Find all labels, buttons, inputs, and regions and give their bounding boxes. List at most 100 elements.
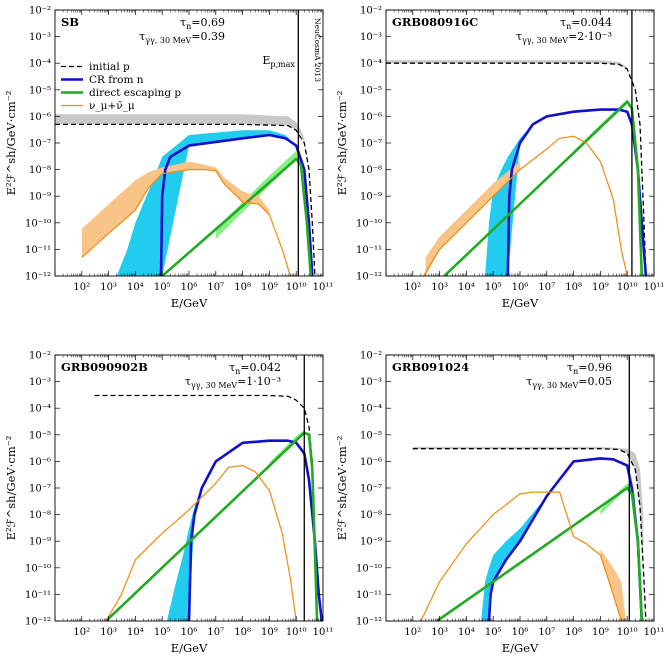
x-tick-label: 10¹⁰ xyxy=(286,627,307,638)
x-axis-label: E/GeV xyxy=(171,296,208,310)
x-tick-label: 10¹¹ xyxy=(644,627,664,638)
y-tick-label: 10⁻¹⁰ xyxy=(356,218,382,229)
x-tick-label: 10⁸ xyxy=(565,627,582,638)
plot-area xyxy=(94,355,323,621)
y-tick-label: 10⁻¹¹ xyxy=(356,245,382,256)
legend-entry-4: ν_μ+ν̄_μ xyxy=(89,100,135,112)
band-initial_band xyxy=(386,60,636,90)
plot-area xyxy=(55,10,316,276)
x-tick-label: 10⁴ xyxy=(127,282,144,293)
x-tick-label: 10⁵ xyxy=(154,627,171,638)
x-tick-label: 10¹⁰ xyxy=(286,282,307,293)
panel-title: GRB091024 xyxy=(392,360,469,374)
series-line-4 xyxy=(420,491,622,621)
y-tick-label: 10⁻³ xyxy=(360,32,382,43)
x-tick-label: 10³ xyxy=(431,627,448,638)
watermark: NeuCosmA 2013 xyxy=(313,18,322,82)
series-line-3 xyxy=(161,157,313,276)
y-tick-label: 10⁻⁹ xyxy=(29,537,51,548)
legend-entry-1: initial p xyxy=(89,61,130,73)
y-tick-label: 10⁻⁵ xyxy=(29,430,51,441)
tau-n-label: τn=0.96 xyxy=(567,361,612,376)
y-tick-label: 10⁻¹⁰ xyxy=(25,563,51,574)
series-line-2 xyxy=(159,133,314,276)
series-line-2 xyxy=(506,108,648,276)
y-tick-label: 10⁻¹¹ xyxy=(356,590,382,601)
x-tick-label: 10¹¹ xyxy=(644,282,664,293)
y-tick-label: 10⁻⁵ xyxy=(29,85,51,96)
x-tick-label: 10⁹ xyxy=(261,282,278,293)
legend-entry-2: CR from n xyxy=(89,74,144,86)
y-tick-label: 10⁻⁶ xyxy=(29,112,51,123)
y-tick-label: 10⁻⁸ xyxy=(29,165,51,176)
x-tick-label: 10¹¹ xyxy=(313,627,334,638)
x-tick-label: 10⁹ xyxy=(592,627,609,638)
x-tick-label: 10³ xyxy=(100,627,117,638)
y-tick-label: 10⁻¹⁰ xyxy=(356,563,382,574)
x-tick-label: 10⁷ xyxy=(207,282,224,293)
tau-n-label: τn=0.69 xyxy=(180,16,225,31)
plot-area xyxy=(386,10,648,276)
y-tick-label: 10⁻² xyxy=(360,351,382,362)
y-tick-label: 10⁻⁸ xyxy=(360,165,382,176)
band-initial_band xyxy=(412,446,644,568)
x-tick-label: 10⁵ xyxy=(154,282,171,293)
panel-title: SB xyxy=(61,15,79,29)
x-tick-label: 10⁵ xyxy=(485,627,502,638)
x-tick-label: 10⁸ xyxy=(565,282,582,293)
y-tick-label: 10⁻² xyxy=(360,6,382,17)
y-tick-label: 10⁻⁸ xyxy=(29,510,51,521)
y-tick-label: 10⁻² xyxy=(29,351,51,362)
panel-4: 10² 10³ 10⁴ 10⁵ 10⁶ 10⁷ 10⁸ 10⁹ 10¹⁰ 10¹¹ 10⁻¹² 10⁻… xyxy=(335,351,664,656)
x-axis-label: E/GeV xyxy=(171,641,208,655)
x-axis-label: E/GeV xyxy=(502,641,539,655)
y-tick-label: 10⁻¹² xyxy=(25,617,51,628)
series-line-3 xyxy=(443,100,644,276)
series-line-3 xyxy=(105,431,319,621)
y-tick-label: 10⁻⁹ xyxy=(360,537,382,548)
series-line-1 xyxy=(94,394,318,621)
y-tick-label: 10⁻¹² xyxy=(25,272,51,283)
x-tick-label: 10⁷ xyxy=(538,627,555,638)
band-cr_band xyxy=(116,130,297,276)
y-tick-label: 10⁻⁴ xyxy=(360,404,382,415)
y-tick-label: 10⁻⁷ xyxy=(360,139,382,150)
series-line-1 xyxy=(386,62,647,276)
y-tick-label: 10⁻⁴ xyxy=(29,404,51,415)
y-axis-label: E²ℱ^sh/GeV·cm⁻² xyxy=(335,436,349,541)
x-tick-label: 10³ xyxy=(100,282,117,293)
x-tick-label: 10⁶ xyxy=(512,627,529,638)
y-tick-label: 10⁻⁷ xyxy=(29,139,51,150)
y-tick-label: 10⁻¹² xyxy=(356,272,382,283)
y-tick-label: 10⁻¹² xyxy=(356,617,382,628)
band-neutrino_band xyxy=(81,161,270,258)
band-neutrino_band xyxy=(600,549,626,621)
y-tick-label: 10⁻¹⁰ xyxy=(25,218,51,229)
band-cr_band xyxy=(481,496,547,621)
x-tick-label: 10⁸ xyxy=(234,282,251,293)
y-tick-label: 10⁻² xyxy=(29,6,51,17)
y-axis-label: E²ℱ^sh/GeV·cm⁻² xyxy=(4,91,18,196)
tau-n-label: τn=0.044 xyxy=(560,16,612,31)
legend-entry-3: direct escaping p xyxy=(89,87,181,99)
series-line-4 xyxy=(105,464,297,621)
y-tick-label: 10⁻⁹ xyxy=(29,192,51,203)
x-tick-label: 10¹¹ xyxy=(313,282,334,293)
band-direct_band xyxy=(215,151,301,239)
panel-2: 10² 10³ 10⁴ 10⁵ 10⁶ 10⁷ 10⁸ 10⁹ 10¹⁰ 10¹¹ 10⁻¹² 10⁻… xyxy=(335,6,664,311)
y-tick-label: 10⁻⁷ xyxy=(360,484,382,495)
x-tick-label: 10⁸ xyxy=(234,627,251,638)
y-tick-label: 10⁻⁵ xyxy=(360,430,382,441)
tau-gg-label: τγγ, 30 MeV=0.05 xyxy=(526,375,612,390)
tau-gg-label: τγγ, 30 MeV=2·10⁻³ xyxy=(516,30,612,45)
y-axis-label: E²ℱ^sh/GeV·cm⁻² xyxy=(4,436,18,541)
band-initial_band xyxy=(55,114,309,170)
series-line-1 xyxy=(412,448,647,621)
y-tick-label: 10⁻³ xyxy=(360,377,382,388)
tau-gg-label: τγγ, 30 MeV=0.39 xyxy=(139,30,225,45)
x-tick-label: 10⁶ xyxy=(181,627,198,638)
y-tick-label: 10⁻³ xyxy=(29,377,51,388)
y-tick-label: 10⁻¹¹ xyxy=(25,590,51,601)
x-tick-label: 10⁴ xyxy=(127,627,144,638)
panel-3: 10² 10³ 10⁴ 10⁵ 10⁶ 10⁷ 10⁸ 10⁹ 10¹⁰ 10¹¹ 10⁻¹² 10⁻… xyxy=(4,351,333,656)
